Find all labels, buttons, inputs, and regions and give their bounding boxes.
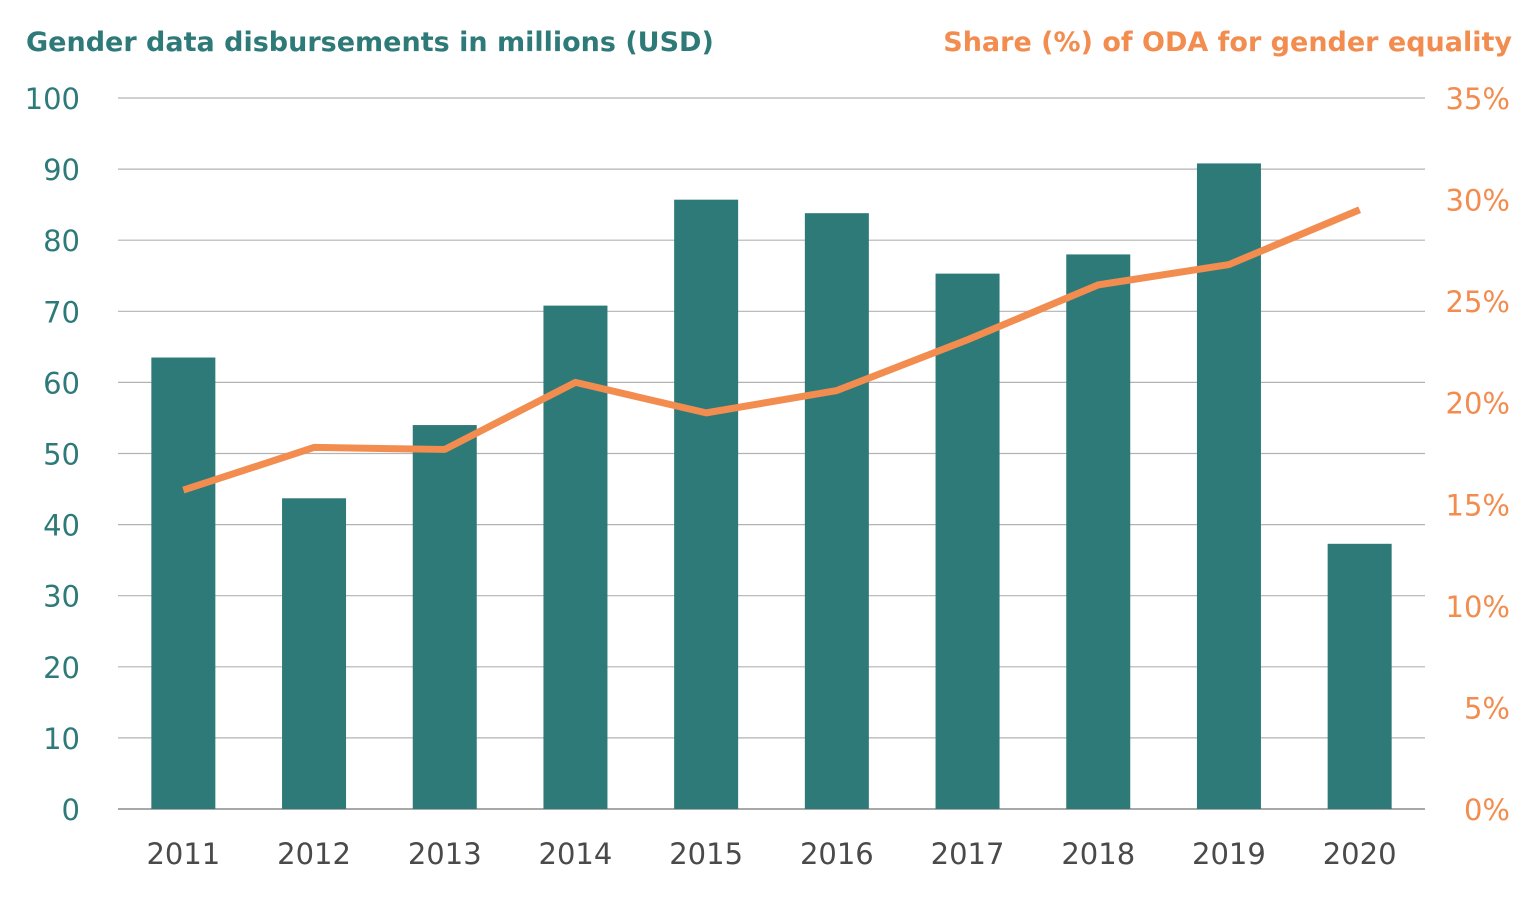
bar — [412, 425, 477, 809]
category-label: 2016 — [800, 837, 874, 871]
category-label: 2013 — [408, 837, 482, 871]
category-label: 2011 — [146, 837, 220, 871]
left-tick-label: 90 — [43, 153, 80, 187]
right-tick-label: 10% — [1446, 590, 1510, 624]
bar — [1327, 543, 1392, 809]
right-tick-label: 20% — [1446, 387, 1510, 421]
left-tick-label: 0 — [62, 793, 80, 827]
category-label: 2015 — [669, 837, 743, 871]
left-axis-ticks: 0 10 20 30 40 50 60 70 80 90 100 — [25, 82, 80, 827]
left-tick-label: 100 — [25, 82, 80, 116]
bar — [1196, 163, 1261, 810]
left-tick-label: 30 — [43, 580, 80, 614]
bar — [674, 199, 739, 810]
left-tick-label: 60 — [43, 366, 80, 400]
right-tick-label: 15% — [1446, 488, 1510, 522]
category-label: 2018 — [1061, 837, 1135, 871]
bar — [1066, 254, 1131, 810]
category-label: 2017 — [931, 837, 1005, 871]
left-tick-label: 80 — [43, 224, 80, 258]
category-label: 2020 — [1323, 837, 1397, 871]
share-line — [182, 206, 1362, 494]
bar — [935, 273, 1000, 809]
category-label: 2019 — [1192, 837, 1266, 871]
right-axis-title: Share (%) of ODA for gender equality — [943, 27, 1512, 58]
right-tick-label: 25% — [1446, 285, 1510, 319]
line-series — [182, 206, 1362, 494]
left-tick-label: 40 — [43, 509, 80, 543]
right-tick-label: 35% — [1446, 82, 1510, 116]
category-label: 2012 — [277, 837, 351, 871]
bar-series — [151, 163, 1392, 810]
right-tick-label: 5% — [1464, 691, 1510, 725]
bar — [151, 357, 216, 809]
left-axis-title: Gender data disbursements in millions (U… — [26, 27, 714, 58]
right-axis-ticks: 0% 5% 10% 15% 20% 25% 30% 35% — [1446, 82, 1510, 827]
bar — [282, 498, 347, 809]
category-axis: 2011 2012 2013 2014 2015 2016 2017 2018 2019 2020 — [146, 837, 1396, 871]
left-tick-label: 70 — [43, 295, 80, 329]
bar — [804, 213, 869, 809]
left-tick-label: 10 — [43, 722, 80, 756]
right-tick-label: 0% — [1464, 793, 1510, 827]
left-tick-label: 20 — [43, 651, 80, 685]
category-label: 2014 — [539, 837, 613, 871]
right-tick-label: 30% — [1446, 184, 1510, 218]
left-tick-label: 50 — [43, 438, 80, 472]
